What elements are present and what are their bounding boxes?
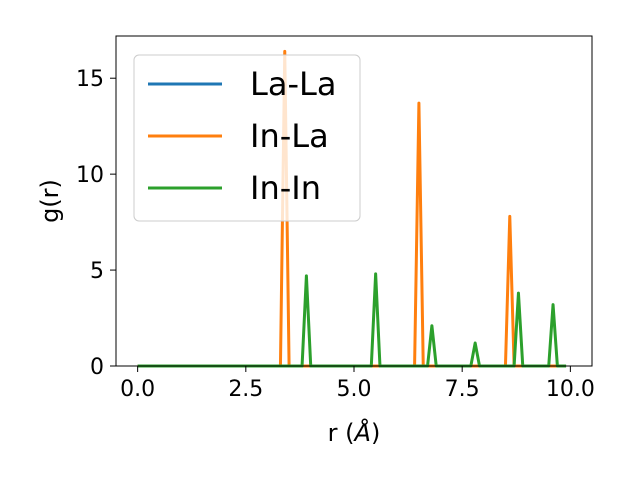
y-axis-label: g(r) [36,179,64,223]
legend: La-La In-La In-In [133,54,361,222]
x-axis-ticks: 0.0 2.5 5.0 7.5 10.0 [120,366,595,402]
y-axis-ticks: 0 5 10 15 [76,67,116,380]
y-tick-label: 5 [90,259,104,284]
y-tick-label: 15 [76,67,104,92]
x-axis-label: r (Å) [328,418,381,447]
legend-label: La-La [250,65,336,103]
x-tick-label: 0.0 [120,377,155,402]
y-tick-label: 10 [76,163,104,188]
x-tick-label: 10.0 [546,377,595,402]
legend-box [133,54,361,222]
x-tick-label: 7.5 [445,377,480,402]
y-tick-label: 0 [90,355,104,380]
x-tick-label: 5.0 [337,377,372,402]
legend-label: In-In [250,169,321,207]
x-tick-label: 2.5 [228,377,263,402]
legend-label: In-La [250,117,329,155]
